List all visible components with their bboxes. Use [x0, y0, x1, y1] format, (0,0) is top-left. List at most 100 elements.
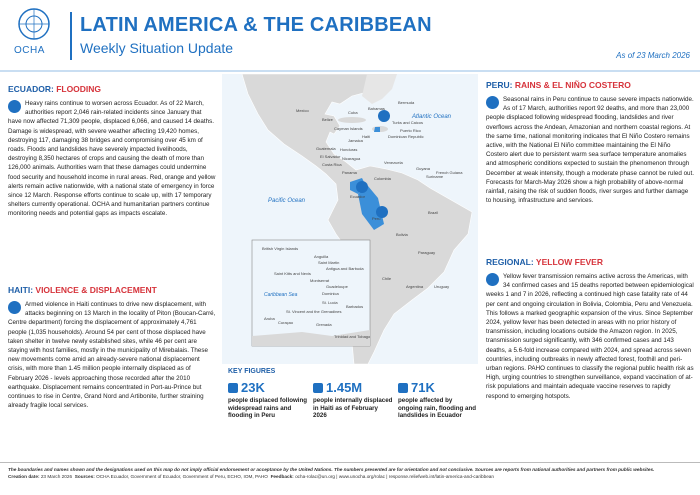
map-label: Pacific Ocean: [268, 198, 306, 204]
map-label: Argentina: [406, 284, 424, 289]
key-figure: 1.45M people internally displaced in Hai…: [313, 380, 393, 420]
value: 23 March 2026: [40, 474, 73, 479]
map-label: Venezuela: [384, 160, 403, 165]
text: Armed violence in Haiti continues to dri…: [8, 301, 216, 410]
map-label: Antigua and Barbuda: [326, 266, 364, 271]
map-label: Ecuador: [350, 194, 366, 199]
label: HAITI:: [8, 285, 34, 295]
credits: Creation date: 23 March 2026 Sources: OC…: [8, 473, 694, 480]
logo-text: OCHA: [14, 45, 45, 56]
map-label: Saint Kitts and Nevis: [274, 271, 311, 276]
section-heading: PERU: RAINS & EL NIÑO COSTERO: [486, 80, 694, 90]
figure-text: people internally displaced in Haiti as …: [313, 397, 393, 420]
island: [338, 117, 366, 123]
map-label: Nicaragua: [342, 156, 361, 161]
title: LATIN AMERICA & THE CARIBBEAN: [80, 14, 432, 36]
map-label: Peru: [372, 216, 380, 221]
map-label: Atlantic Ocean: [411, 114, 452, 120]
map-label: Grenada: [316, 322, 332, 327]
icon: [8, 100, 21, 113]
map-label: Bermuda: [398, 100, 415, 105]
map-label: El Salvador: [320, 154, 341, 159]
map-label: Guyana: [416, 166, 431, 171]
map-label: Guatemala: [316, 146, 336, 151]
map-label: Curaçao: [278, 320, 294, 325]
map-label: Bolivia: [396, 232, 409, 237]
map-label: British Virgin Islands: [262, 246, 298, 251]
value: OCHA Ecuador, Government of Ecuador, Gov…: [96, 474, 268, 479]
icon: [486, 96, 499, 109]
divider: [70, 12, 72, 60]
map-label: Jamaica: [348, 138, 364, 143]
disclaimer: The boundaries and names shown and the d…: [8, 467, 655, 472]
map-label: Brazil: [428, 210, 438, 215]
value: 23K: [241, 380, 265, 395]
map-label: Bahamas: [368, 106, 385, 111]
section: REGIONAL: YELLOW FEVER Yellow fever tran…: [486, 257, 694, 401]
text: Heavy rains continue to worsen across Ec…: [8, 100, 216, 218]
value: ocha-rolac@un.org | www.unocha.org/rolac…: [295, 474, 495, 479]
map-label: Haiti: [362, 134, 370, 139]
map-label: Suriname: [426, 174, 444, 179]
section-body: Seasonal rains in Peru continue to cause…: [486, 95, 694, 205]
map-label: Mexico: [296, 108, 309, 113]
map-label: Dominica: [322, 291, 339, 296]
section-body: Armed violence in Haiti continues to dri…: [8, 300, 216, 410]
figure-value: 23K: [228, 380, 308, 395]
icon: [8, 301, 21, 314]
text: Seasonal rains in Peru continue to cause…: [486, 96, 694, 205]
section: PERU: RAINS & EL NIÑO COSTERO Seasonal r…: [486, 80, 694, 205]
value: 71K: [411, 380, 435, 395]
inset: [251, 239, 371, 347]
map-label: Honduras: [340, 147, 357, 152]
key-figures-title: KEY FIGURES: [228, 368, 276, 375]
key-figure: 71K people affected by ongoing rain, flo…: [398, 380, 478, 420]
label: Creation date:: [8, 474, 40, 479]
date: As of 23 March 2026: [616, 51, 690, 60]
value: 1.45M: [326, 380, 363, 395]
label: PERU:: [486, 80, 513, 90]
topic: FLOODING: [56, 84, 102, 94]
map-label: Dominican Republic: [388, 134, 424, 139]
map-label: Trinidad and Tobago: [334, 334, 371, 339]
section-heading: REGIONAL: YELLOW FEVER: [486, 257, 694, 267]
subtitle: Weekly Situation Update: [80, 40, 234, 56]
label: ECUADOR:: [8, 84, 54, 94]
topic: VIOLENCE & DISPLACEMENT: [35, 285, 157, 295]
footer: The boundaries and names shown and the d…: [8, 466, 694, 480]
figure-value: 1.45M: [313, 380, 393, 395]
map-label: Barbados: [346, 304, 363, 309]
topic: RAINS & EL NIÑO COSTERO: [514, 80, 631, 90]
map-label: Turks and Caicos: [392, 120, 423, 125]
section: ECUADOR: FLOODING Heavy rains continue t…: [8, 84, 216, 219]
section-heading: ECUADOR: FLOODING: [8, 84, 216, 94]
map-label: Costa Rica: [322, 162, 342, 167]
map-label: Colombia: [374, 176, 392, 181]
highlight: [358, 186, 384, 230]
land: [362, 74, 397, 104]
rule: [0, 70, 700, 72]
map-label: Saint Martin: [318, 260, 339, 265]
map-label: Panama: [342, 170, 358, 175]
label: Feedback:: [270, 474, 294, 479]
label: REGIONAL:: [486, 257, 534, 267]
map-label: Anguilla: [314, 254, 329, 259]
figure-text: people affected by ongoing rain, floodin…: [398, 397, 477, 420]
section: HAITI: VIOLENCE & DISPLACEMENT Armed vio…: [8, 285, 216, 410]
map-label: Aruba: [264, 316, 275, 321]
section-body: Heavy rains continue to worsen across Ec…: [8, 99, 216, 219]
pin: [378, 110, 390, 122]
text: Yellow fever transmission remains active…: [486, 273, 694, 400]
land: [252, 330, 370, 346]
map-label: Caribbean Sea: [264, 292, 298, 298]
map-label: Belize: [322, 117, 334, 122]
key-figure: 23K people displaced following widesprea…: [228, 380, 308, 420]
map-label: Paraguay: [418, 250, 435, 255]
pin: [376, 206, 388, 218]
map-label: St. Lucia: [322, 300, 338, 305]
rule: [0, 462, 700, 463]
map-label: Puerto Rico: [400, 128, 422, 133]
icon: [486, 273, 499, 286]
label: Sources:: [74, 474, 95, 479]
